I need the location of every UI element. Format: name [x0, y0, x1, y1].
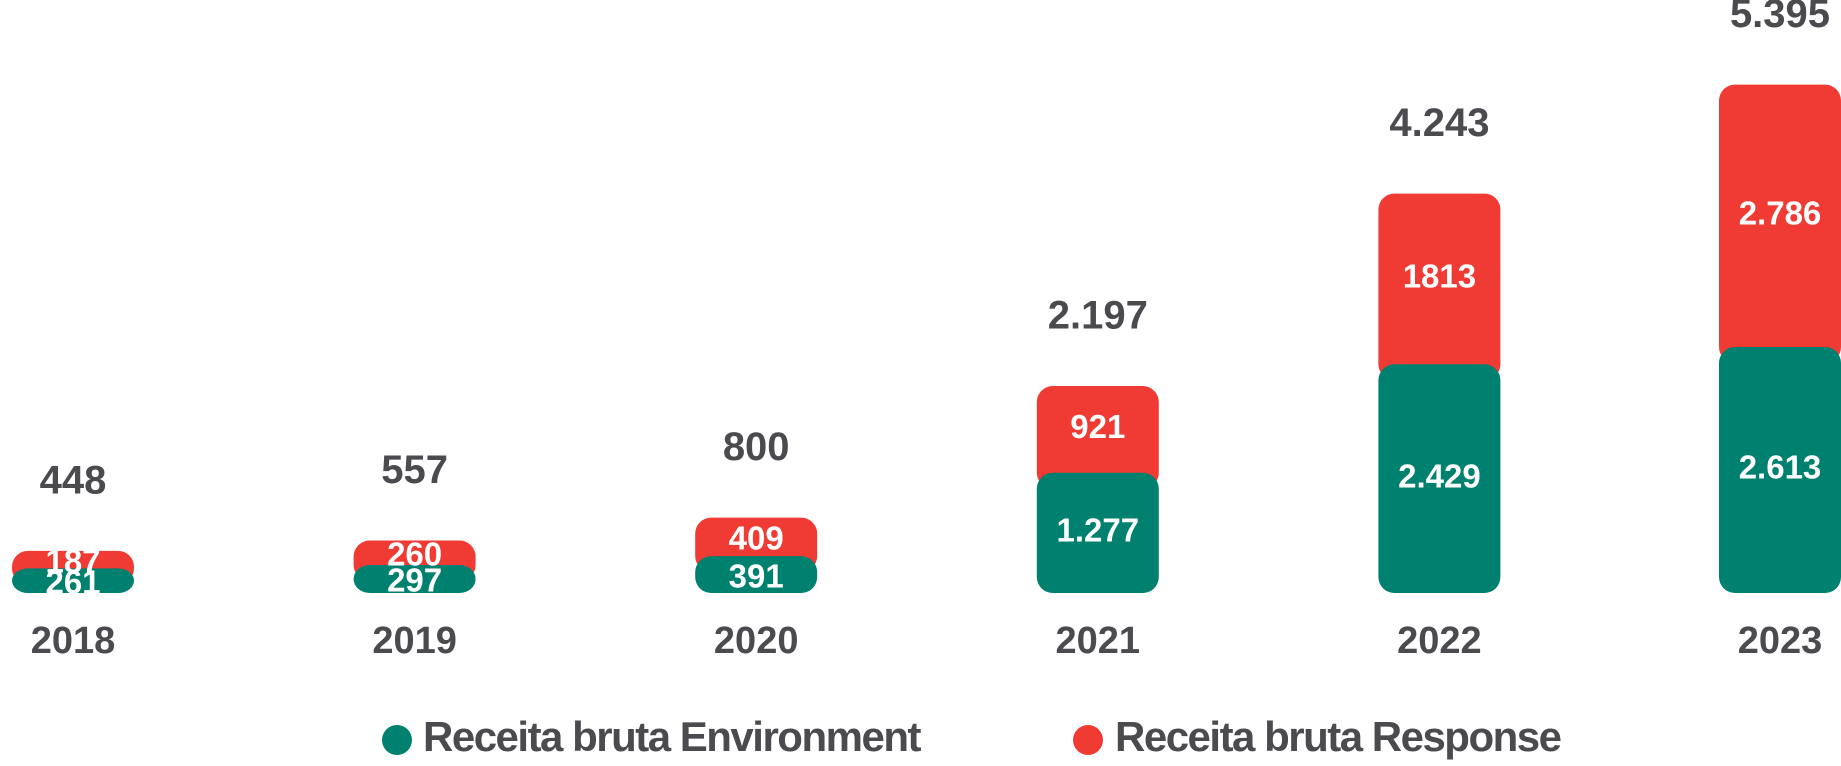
value-label: 261 [45, 563, 100, 600]
bar-segment [1378, 193, 1501, 381]
total-label: 448 [40, 458, 107, 502]
total-label: 800 [723, 425, 790, 469]
value-label: 187 [45, 542, 100, 579]
value-label: 297 [387, 562, 442, 599]
x-tick-label: 2018 [31, 620, 116, 662]
bar-segment [695, 556, 818, 593]
bar-segment [1036, 386, 1159, 489]
legend-marker [382, 725, 412, 755]
bar-segment [353, 565, 476, 593]
total-label: 557 [381, 448, 448, 492]
x-tick-label: 2019 [372, 620, 457, 662]
value-label: 921 [1070, 408, 1125, 445]
x-tick-label: 2022 [1397, 620, 1482, 662]
legend-label: Receita bruta Response [1115, 713, 1561, 760]
value-label: 260 [387, 536, 442, 573]
bar-segment [1036, 472, 1159, 593]
bar-segment [1378, 364, 1501, 593]
value-label: 1813 [1403, 258, 1476, 295]
x-tick-label: 2021 [1056, 620, 1141, 662]
legend-marker [1073, 725, 1103, 755]
value-label: 409 [729, 520, 784, 557]
bar-segment [1719, 84, 1841, 363]
total-label: 4.243 [1389, 101, 1489, 145]
total-label: 5.395 [1730, 0, 1830, 36]
bar-segment [1719, 346, 1841, 593]
legend-label: Receita bruta Environment [423, 713, 921, 760]
total-label: 2.197 [1048, 294, 1148, 338]
value-label: 1.277 [1057, 512, 1140, 549]
value-label: 2.613 [1739, 449, 1822, 486]
x-tick-label: 2023 [1738, 620, 1823, 662]
value-label: 2.429 [1398, 457, 1481, 494]
bar-segment [12, 568, 134, 593]
value-label: 2.786 [1739, 195, 1822, 232]
x-tick-label: 2020 [714, 620, 799, 662]
value-label: 391 [729, 557, 784, 594]
